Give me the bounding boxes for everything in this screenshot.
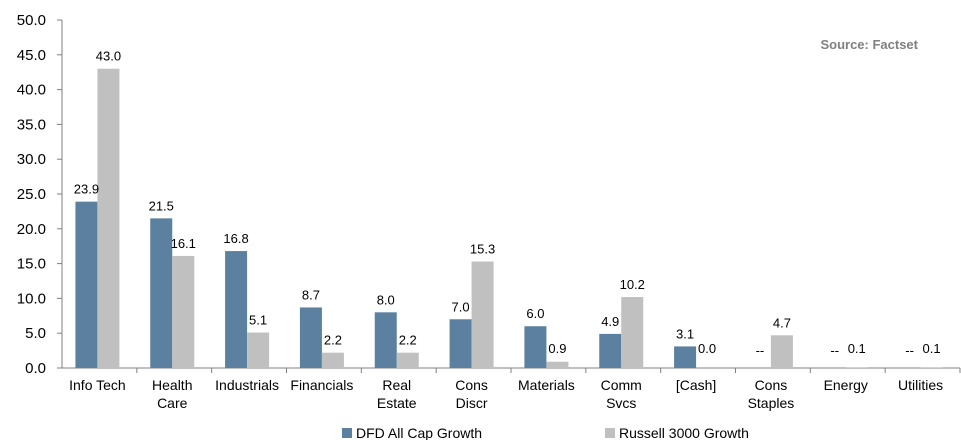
data-label: -- xyxy=(905,343,914,358)
x-tick-label: Industrials xyxy=(215,377,279,393)
x-tick-label: Discr xyxy=(456,395,488,411)
y-tick-label: 15.0 xyxy=(17,256,46,273)
data-label: 0.9 xyxy=(548,341,566,356)
bar-russell xyxy=(621,297,644,368)
y-tick-label: 30.0 xyxy=(17,151,46,168)
legend-swatch xyxy=(605,428,615,438)
x-tick-label: Utilities xyxy=(898,377,943,393)
bar-dfd xyxy=(374,312,397,368)
bar-russell xyxy=(97,68,120,368)
y-tick-label: 5.0 xyxy=(25,325,46,342)
data-label: 23.9 xyxy=(74,182,99,197)
y-tick-label: 20.0 xyxy=(17,221,46,238)
bar-russell xyxy=(920,367,943,368)
bar-russell xyxy=(845,367,868,368)
data-label: -- xyxy=(756,343,765,358)
bar-russell xyxy=(770,335,793,368)
bar-russell xyxy=(471,261,494,368)
data-label: 15.3 xyxy=(470,242,495,257)
x-tick-label: Info Tech xyxy=(69,377,126,393)
data-label: 2.2 xyxy=(324,333,342,348)
x-tick-label: Real xyxy=(382,377,411,393)
legend-label: DFD All Cap Growth xyxy=(356,425,482,440)
y-tick-label: 10.0 xyxy=(17,290,46,307)
data-label: 7.0 xyxy=(452,299,470,314)
bar-russell xyxy=(247,332,270,368)
bar-russell xyxy=(172,255,195,368)
y-tick-label: 45.0 xyxy=(17,47,46,64)
data-label: 8.0 xyxy=(377,292,395,307)
data-label: 0.1 xyxy=(923,341,941,356)
y-tick-label: 25.0 xyxy=(17,186,46,203)
data-label: 3.1 xyxy=(676,326,694,341)
bar-dfd xyxy=(75,201,98,368)
bar-russell xyxy=(546,361,569,368)
source-note: Source: Factset xyxy=(820,37,918,52)
bar-dfd xyxy=(150,218,173,368)
bar-dfd xyxy=(449,319,472,368)
bar-dfd xyxy=(299,307,322,368)
data-label: 16.8 xyxy=(223,231,248,246)
data-label: -- xyxy=(830,343,839,358)
x-tick-label: Svcs xyxy=(606,395,636,411)
data-label: 10.2 xyxy=(620,277,645,292)
y-tick-label: 0.0 xyxy=(25,360,46,377)
data-labels: 23.9 43.0 21.5 16.1 16.8 5.1 8.7 2.2 8.0 2.2 7.0 15… xyxy=(74,49,941,358)
x-tick-label: Financials xyxy=(290,377,353,393)
data-label: 21.5 xyxy=(149,198,174,213)
x-tick-label: Health xyxy=(152,377,192,393)
data-label: 0.1 xyxy=(848,341,866,356)
data-label: 4.7 xyxy=(773,315,791,330)
x-tick-label: Energy xyxy=(824,377,868,393)
x-tick-label: Cons xyxy=(755,377,788,393)
y-tick-label: 35.0 xyxy=(17,116,46,133)
x-tick-label: Materials xyxy=(518,377,575,393)
y-tick-label: 50.0 xyxy=(17,12,46,29)
data-label: 43.0 xyxy=(96,49,121,64)
x-tick-label: [Cash] xyxy=(676,377,716,393)
bars xyxy=(75,68,943,368)
x-tick-label: Comm xyxy=(601,377,642,393)
data-label: 5.1 xyxy=(249,313,267,328)
y-tick-label: 40.0 xyxy=(17,82,46,99)
category-labels: Info Tech Health Care Industrials Financials… xyxy=(69,377,943,411)
legend: DFD All Cap Growth Russell 3000 Growth xyxy=(342,425,749,440)
bar-dfd xyxy=(225,251,248,368)
bar-dfd xyxy=(524,326,547,368)
bar-dfd xyxy=(599,333,622,368)
data-label: 0.0 xyxy=(698,341,716,356)
bar-russell xyxy=(396,352,419,368)
x-tick-label: Estate xyxy=(377,395,417,411)
legend-label: Russell 3000 Growth xyxy=(619,425,749,440)
data-label: 16.1 xyxy=(171,236,196,251)
x-tick-label: Staples xyxy=(748,395,795,411)
data-label: 4.9 xyxy=(601,314,619,329)
data-label: 8.7 xyxy=(302,287,320,302)
x-tick-label: Cons xyxy=(455,377,488,393)
bar-russell xyxy=(321,352,344,368)
data-label: 6.0 xyxy=(526,306,544,321)
data-label: 2.2 xyxy=(399,333,417,348)
axes: 0.0 5.0 10.0 15.0 20.0 25.0 30.0 35.0 40.0 45.0 50… xyxy=(17,12,961,377)
bar-dfd xyxy=(674,346,697,368)
x-tick-label: Care xyxy=(157,395,188,411)
legend-swatch xyxy=(342,428,352,438)
